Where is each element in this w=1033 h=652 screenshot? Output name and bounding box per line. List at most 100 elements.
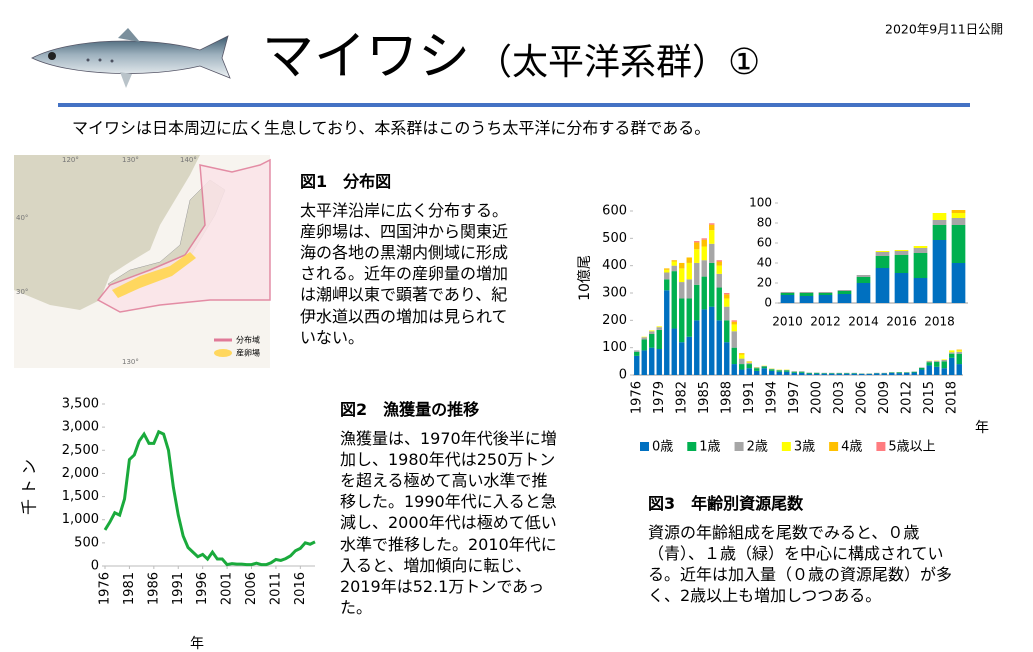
bar-segment	[799, 296, 814, 303]
bar-segment	[851, 373, 857, 374]
bar-segment	[875, 252, 890, 256]
bar-segment	[664, 290, 670, 375]
bar-segment	[941, 359, 947, 360]
x-tick-label: 2014	[848, 315, 879, 329]
bar-segment	[694, 262, 700, 285]
bar-segment	[780, 292, 795, 293]
bar-segment	[913, 278, 928, 303]
bar-segment	[799, 371, 805, 373]
y-tick-label: 500	[74, 535, 99, 550]
bar-segment	[896, 372, 902, 374]
bar-segment	[814, 372, 820, 374]
bar-segment	[701, 246, 707, 261]
bar-segment	[926, 365, 932, 375]
bar-segment	[769, 369, 775, 371]
bar-segment	[739, 358, 745, 365]
bar-segment	[716, 287, 722, 321]
bar-segment	[836, 373, 842, 375]
bar-segment	[949, 357, 955, 375]
bar-segment	[716, 265, 722, 274]
y-tick-label: 40	[757, 256, 772, 270]
bar-segment	[919, 367, 925, 368]
bar-segment	[776, 369, 782, 371]
y-tick-label: 500	[602, 231, 627, 246]
y-tick-label: 2,500	[62, 443, 99, 458]
bar-segment	[686, 279, 692, 299]
bar-segment	[951, 225, 966, 263]
legend-label: 1歳	[699, 440, 720, 455]
legend-swatch	[214, 349, 232, 357]
figure1-text: 太平洋沿岸に広く分布する。産卵場は、四国沖から関東近海の各地の黒潮内側域に形成さ…	[300, 201, 509, 347]
bar-segment	[894, 250, 909, 251]
charts: 0 500 1,000 1,500 2,000 2,500 3,000 3,500 1976 19…	[20, 190, 989, 652]
bar-segment	[671, 271, 677, 329]
legend-label: 4歳	[841, 440, 862, 455]
bar-segment	[894, 273, 909, 303]
bar-segment	[694, 242, 700, 250]
bar-segment	[731, 347, 737, 365]
bar-segment	[731, 324, 737, 332]
figure3-title: 図3 年齢別資源尾数	[648, 494, 804, 513]
bar-segment	[821, 373, 827, 375]
bar-segment	[956, 350, 962, 352]
figure2-text: 漁獲量は、1970年代後半に増加し、1980年代は250万トンを超える極めて高い…	[340, 429, 557, 617]
bar-segment	[799, 372, 805, 375]
bar-segment	[894, 255, 909, 273]
x-tick-label: 2001	[220, 572, 235, 605]
bar-segment	[686, 336, 692, 375]
bar-segment	[844, 373, 850, 375]
x-tick-label: 2006	[244, 572, 259, 605]
bar-segment	[724, 294, 730, 299]
bar-segment	[731, 320, 737, 322]
bar-segment	[671, 328, 677, 375]
y-tick-label: 100	[749, 196, 772, 210]
bar-segment	[754, 368, 760, 371]
bar-segment	[731, 364, 737, 375]
legend-label: 3歳	[794, 440, 815, 455]
bar-segment	[701, 276, 707, 310]
bar-segment	[875, 268, 890, 303]
bar-segment	[761, 366, 767, 369]
bar-segment	[949, 350, 955, 353]
bar-segment	[821, 373, 827, 374]
y-tick-label: 0	[619, 368, 627, 383]
bar-segment	[679, 282, 685, 299]
bar-segment	[926, 362, 932, 366]
bar-segment	[679, 262, 685, 269]
bar-segment	[709, 306, 715, 375]
bar-segment	[686, 257, 692, 263]
map-label: 120°	[62, 156, 79, 164]
bar-segment	[739, 369, 745, 375]
map-label: 130°	[122, 358, 139, 366]
bar-segment	[649, 334, 655, 348]
bar-segment	[694, 249, 700, 263]
bar-segment	[724, 320, 730, 343]
x-tick-label: 1991	[742, 381, 757, 414]
x-tick-label: 2006	[854, 381, 869, 414]
bar-segment	[649, 330, 655, 332]
bar-segment	[951, 210, 966, 213]
bar-segment	[716, 320, 722, 375]
bar-segment	[709, 230, 715, 244]
bar-segment	[932, 240, 947, 303]
date: 2020年9月11日公開	[885, 22, 1003, 37]
bar-segment	[904, 372, 910, 373]
bar-segment	[634, 351, 640, 356]
bar-segment	[881, 373, 887, 375]
bar-segment	[941, 368, 947, 375]
legend-swatch	[829, 442, 839, 451]
bar-segment	[904, 372, 910, 375]
bar-segment	[664, 268, 670, 270]
bar-segment	[641, 337, 647, 340]
bar-segment	[716, 261, 722, 266]
x-tick-label: 1996	[195, 572, 210, 605]
bar-segment	[874, 373, 880, 375]
bar-segment	[829, 373, 835, 374]
bar-segment	[731, 321, 737, 325]
bar-segment	[926, 361, 932, 363]
y-tick-label: 60	[757, 236, 772, 250]
bar-segment	[856, 275, 871, 277]
bar-segment	[956, 351, 962, 354]
x-tick-label: 1991	[171, 572, 186, 605]
bar-segment	[875, 256, 890, 268]
